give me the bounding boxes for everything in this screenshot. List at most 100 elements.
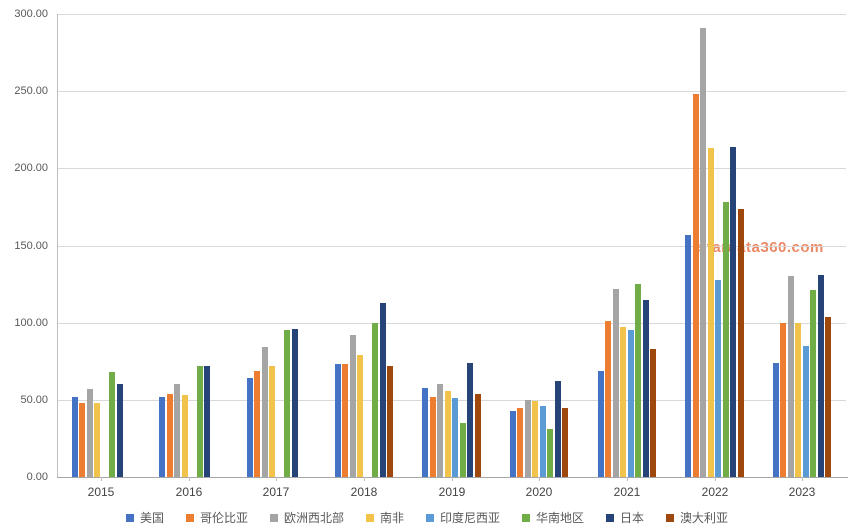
bar bbox=[780, 322, 787, 477]
bar bbox=[612, 288, 619, 477]
legend-item: 日本 bbox=[606, 509, 644, 526]
legend-item: 华南地区 bbox=[522, 509, 584, 526]
bar bbox=[261, 347, 268, 477]
x-tick-mark bbox=[802, 477, 803, 481]
y-gridline bbox=[57, 323, 846, 324]
bar bbox=[715, 279, 722, 477]
legend-label: 华南地区 bbox=[536, 511, 585, 525]
bar bbox=[422, 387, 429, 477]
x-axis-label: 2016 bbox=[175, 485, 203, 499]
bar bbox=[597, 370, 604, 477]
legend-item: 美国 bbox=[125, 509, 164, 526]
y-gridline bbox=[57, 246, 846, 247]
bar bbox=[635, 284, 642, 477]
y-tick-label: 50.00 bbox=[20, 394, 48, 406]
bar bbox=[772, 362, 779, 477]
bar bbox=[109, 372, 116, 477]
bar bbox=[452, 398, 459, 477]
legend-swatch bbox=[522, 513, 531, 522]
bar bbox=[554, 381, 561, 477]
bar bbox=[539, 406, 546, 477]
bar bbox=[532, 401, 539, 477]
legend-label: 哥伦比亚 bbox=[199, 511, 248, 525]
bar bbox=[509, 410, 516, 477]
legend-swatch bbox=[606, 513, 615, 522]
y-gridline bbox=[57, 168, 846, 169]
bar bbox=[116, 384, 123, 477]
y-gridline bbox=[57, 14, 846, 15]
bar bbox=[204, 365, 211, 477]
legend-swatch bbox=[365, 513, 374, 522]
legend-item: 欧洲西北部 bbox=[269, 509, 344, 526]
bar bbox=[547, 429, 554, 477]
bar bbox=[685, 234, 692, 477]
bar bbox=[562, 407, 569, 477]
x-axis-label: 2019 bbox=[438, 485, 466, 499]
bar bbox=[246, 378, 253, 477]
bar bbox=[269, 365, 276, 477]
y-tick-label: 200.00 bbox=[14, 162, 48, 174]
bar bbox=[349, 335, 356, 477]
y-tick-label: 0.00 bbox=[26, 471, 48, 483]
bar bbox=[254, 370, 261, 477]
legend-swatch bbox=[426, 513, 434, 522]
bar bbox=[605, 321, 612, 477]
y-axis-line bbox=[57, 14, 58, 477]
bar bbox=[291, 328, 298, 477]
x-tick-mark bbox=[276, 477, 277, 481]
legend-label: 南非 bbox=[379, 511, 404, 525]
legend-swatch bbox=[269, 513, 278, 522]
legend: 美国 哥伦比亚 欧洲西北部 南非 印度尼西亚 华南地区 日本 澳大利亚 bbox=[0, 509, 854, 526]
bar bbox=[459, 423, 466, 477]
bar bbox=[722, 202, 729, 477]
legend-item: 哥伦比亚 bbox=[185, 509, 248, 526]
x-axis-label: 2020 bbox=[525, 485, 553, 499]
x-tick-mark bbox=[627, 477, 628, 481]
y-tick-label: 150.00 bbox=[14, 240, 48, 252]
y-tick-label: 300.00 bbox=[14, 8, 48, 20]
legend-item: 澳大利亚 bbox=[666, 509, 728, 526]
bar bbox=[86, 389, 93, 477]
bar bbox=[817, 274, 824, 477]
x-axis-label: 2017 bbox=[262, 485, 290, 499]
legend-swatch bbox=[125, 513, 134, 522]
bar bbox=[357, 355, 364, 477]
bar bbox=[700, 27, 707, 477]
bar bbox=[467, 362, 474, 477]
bar bbox=[707, 148, 714, 477]
legend-label: 澳大利亚 bbox=[680, 511, 729, 525]
bar bbox=[642, 299, 649, 477]
bar bbox=[524, 399, 531, 477]
bar bbox=[159, 396, 166, 477]
bar bbox=[79, 402, 86, 477]
y-gridline bbox=[57, 91, 846, 92]
legend-item: 印度尼西亚 bbox=[426, 509, 500, 526]
bar bbox=[474, 393, 481, 477]
legend-label: 美国 bbox=[139, 511, 164, 525]
bar bbox=[517, 407, 524, 477]
x-axis-label: 2015 bbox=[87, 485, 115, 499]
legend-label: 印度尼西亚 bbox=[440, 511, 501, 525]
bar bbox=[730, 146, 737, 477]
x-axis-label: 2022 bbox=[701, 485, 729, 499]
bar bbox=[650, 348, 657, 477]
bar bbox=[627, 330, 634, 477]
legend-item: 南非 bbox=[365, 509, 404, 526]
watermark: stardata360.com bbox=[698, 239, 824, 256]
bar bbox=[437, 384, 444, 477]
bar bbox=[802, 345, 809, 477]
legend-label: 日本 bbox=[620, 511, 645, 525]
x-axis-label: 2021 bbox=[613, 485, 641, 499]
x-tick-mark bbox=[452, 477, 453, 481]
legend-label: 欧洲西北部 bbox=[283, 511, 344, 525]
legend-swatch bbox=[185, 513, 194, 522]
bar bbox=[181, 395, 188, 477]
bar bbox=[795, 322, 802, 477]
bar bbox=[342, 364, 349, 477]
bar bbox=[737, 208, 744, 477]
bar bbox=[429, 396, 436, 477]
x-tick-mark bbox=[539, 477, 540, 481]
bar bbox=[810, 290, 817, 477]
bar bbox=[196, 365, 203, 477]
